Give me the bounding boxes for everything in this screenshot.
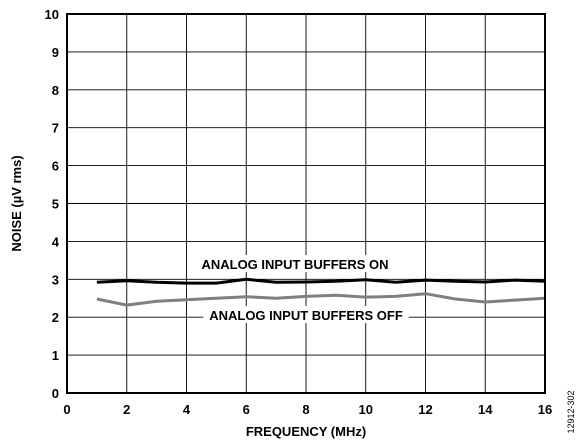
y-tick-label: 2 [52,310,59,325]
x-tick-label: 10 [359,402,373,417]
series-label-background [203,306,409,323]
y-tick-label: 7 [52,121,59,136]
x-tick-label: 8 [302,402,309,417]
y-tick-label: 8 [52,83,59,98]
series-lines [96,277,546,307]
series-label-buffers-on: ANALOG INPUT BUFFERS ON [201,257,388,272]
x-tick-label: 2 [123,402,130,417]
x-tick-label: 6 [243,402,250,417]
y-tick-label: 1 [52,348,59,363]
series-label-background [195,255,395,272]
y-tick-label: 4 [52,234,60,249]
x-axis-label: FREQUENCY (MHz) [246,424,366,439]
y-tick-label: 5 [52,197,59,212]
plot-frame [66,13,546,394]
figure-id: 12912-302 [566,390,576,433]
y-axis-label: NOISE (µV rms) [9,155,24,251]
x-tick-label: 12 [418,402,432,417]
grid [66,13,546,394]
y-tick-label: 10 [45,7,59,22]
x-tick-label: 4 [183,402,191,417]
x-tick-label: 14 [478,402,493,417]
y-tick-labels: 0 1 2 3 4 5 6 7 8 9 10 [45,7,60,401]
series-line-1 [96,292,546,307]
y-tick-label: 9 [52,45,59,60]
series-label-buffers-off: ANALOG INPUT BUFFERS OFF [209,308,403,323]
series-line-0 [96,277,546,285]
y-tick-label: 0 [52,386,59,401]
y-tick-label: 3 [52,272,59,287]
y-tick-label: 6 [52,159,59,174]
x-tick-labels: 0 2 4 6 8 10 12 14 16 [63,402,552,417]
x-tick-label: 0 [63,402,70,417]
x-tick-label: 16 [538,402,552,417]
